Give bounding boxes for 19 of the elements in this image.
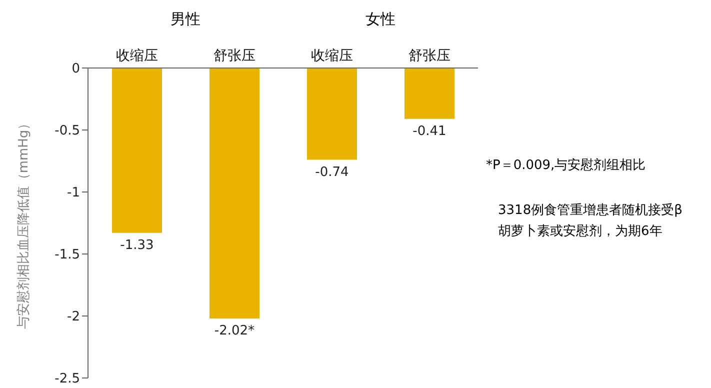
y-tick-label: -0.5	[54, 124, 80, 139]
x-tick-label: 收缩压	[310, 48, 353, 64]
y-tick-label: 0	[72, 62, 80, 77]
x-tick-label: 舒张压	[213, 48, 256, 64]
data-label: -0.74	[315, 164, 349, 180]
x-tick-label: 舒张压	[408, 48, 450, 64]
y-axis-title: 与安慰剂相比血压降低值（mmHg）	[16, 116, 32, 330]
text: *P＝0.009,与安慰剂组相比	[486, 157, 646, 174]
y-tick-label: -2	[67, 310, 80, 325]
text: 女性	[364, 10, 396, 29]
text: 3318例食管重增患者随机接受β胡萝卜素或安慰剂，为期6年	[498, 202, 684, 241]
y-tick-label: -1	[67, 186, 80, 201]
y-tick-label: -1.5	[54, 248, 80, 263]
x-tick-label: 收缩压	[116, 48, 158, 64]
data-label: -2.02*	[214, 323, 256, 338]
y-tick-label: -2.5	[54, 372, 80, 387]
data-label: -0.41	[412, 124, 446, 139]
data-label: -1.33	[120, 238, 154, 253]
text: 男性	[170, 10, 202, 29]
